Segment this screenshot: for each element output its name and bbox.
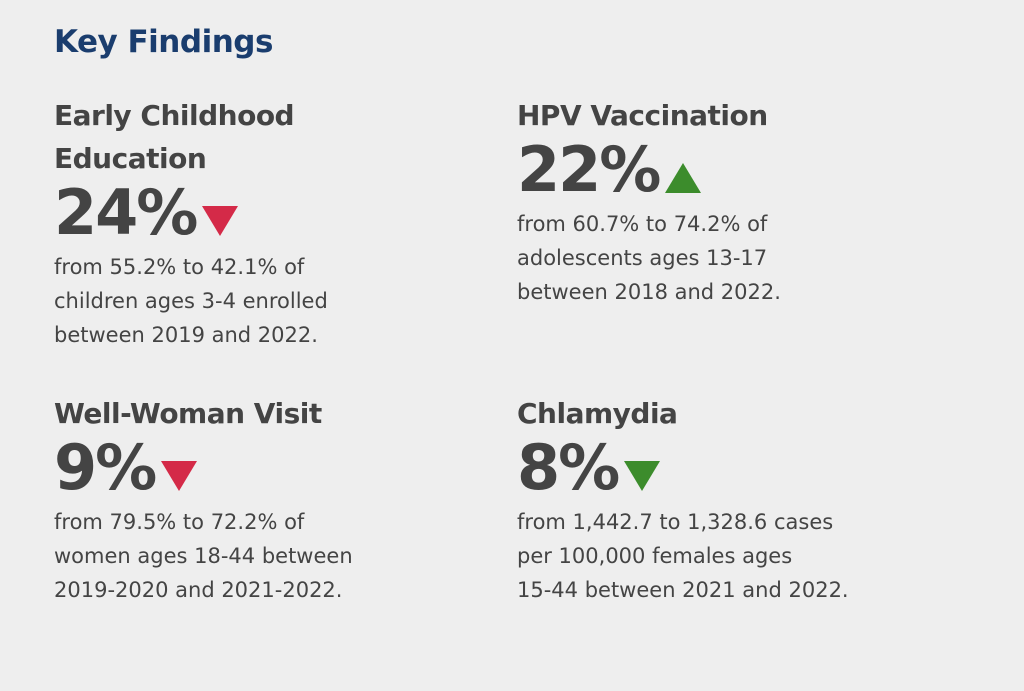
- finding-heading: Chlamydia: [517, 397, 678, 430]
- finding-value: 22%: [517, 133, 661, 206]
- finding-stat: 9%: [54, 437, 474, 499]
- finding-value: 8%: [517, 431, 620, 504]
- finding-description: from 55.2% to 42.1% of children ages 3-4…: [54, 255, 328, 347]
- triangle-down-red-icon: [161, 461, 198, 491]
- finding-description: from 60.7% to 74.2% of adolescents ages …: [517, 212, 781, 304]
- finding-heading: HPV Vaccination: [517, 99, 768, 132]
- triangle-down-red-icon: [202, 206, 239, 236]
- finding-hpv-vaccination: HPV Vaccination 22% from 60.7% to 74.2% …: [517, 94, 937, 309]
- page-title: Key Findings: [54, 24, 273, 60]
- finding-early-childhood-education: Early Childhood Education 24% from 55.2%…: [54, 94, 474, 352]
- finding-heading: Early Childhood Education: [54, 99, 295, 175]
- finding-value: 24%: [54, 176, 198, 249]
- finding-description: from 1,442.7 to 1,328.6 cases per 100,00…: [517, 510, 849, 602]
- finding-stat: 8%: [517, 437, 937, 499]
- finding-value: 9%: [54, 431, 157, 504]
- triangle-up-green-icon: [665, 163, 702, 193]
- finding-stat: 24%: [54, 182, 474, 244]
- finding-stat: 22%: [517, 139, 937, 201]
- triangle-down-green-icon: [624, 461, 661, 491]
- finding-well-woman-visit: Well-Woman Visit 9% from 79.5% to 72.2% …: [54, 392, 474, 607]
- finding-heading: Well-Woman Visit: [54, 397, 322, 430]
- finding-description: from 79.5% to 72.2% of women ages 18-44 …: [54, 510, 353, 602]
- finding-chlamydia: Chlamydia 8% from 1,442.7 to 1,328.6 cas…: [517, 392, 937, 607]
